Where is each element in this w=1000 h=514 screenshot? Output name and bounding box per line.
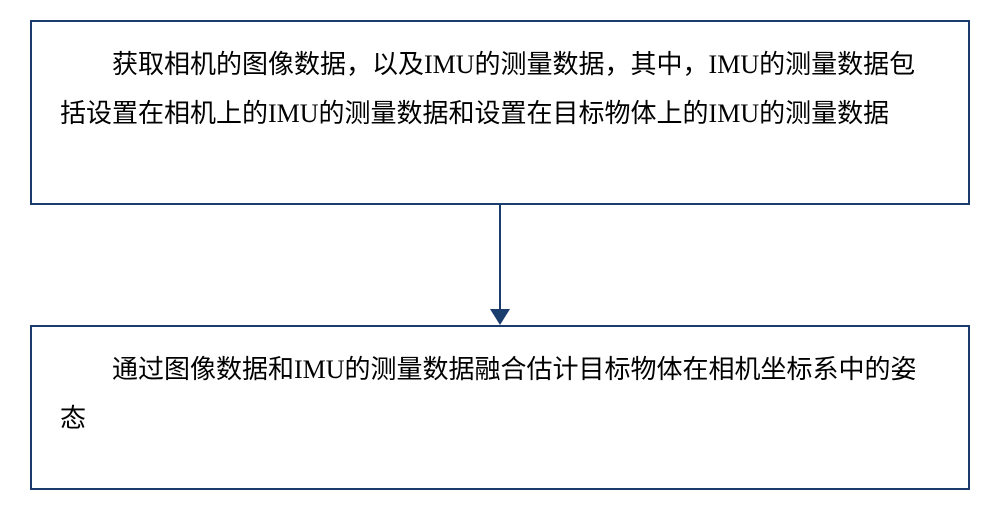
flowchart-node-estimate-pose: 通过图像数据和IMU的测量数据融合估计目标物体在相机坐标系中的姿态: [30, 325, 970, 490]
flowchart-arrow: [480, 205, 520, 325]
arrow-head-icon: [490, 309, 510, 325]
node-text: 通过图像数据和IMU的测量数据融合估计目标物体在相机坐标系中的姿态: [60, 355, 917, 433]
arrow-line: [499, 205, 501, 309]
node-text: 获取相机的图像数据，以及IMU的测量数据，其中，IMU的测量数据包括设置在相机上…: [60, 50, 915, 128]
flowchart-container: 获取相机的图像数据，以及IMU的测量数据，其中，IMU的测量数据包括设置在相机上…: [0, 0, 1000, 514]
flowchart-node-acquire-data: 获取相机的图像数据，以及IMU的测量数据，其中，IMU的测量数据包括设置在相机上…: [30, 20, 970, 205]
